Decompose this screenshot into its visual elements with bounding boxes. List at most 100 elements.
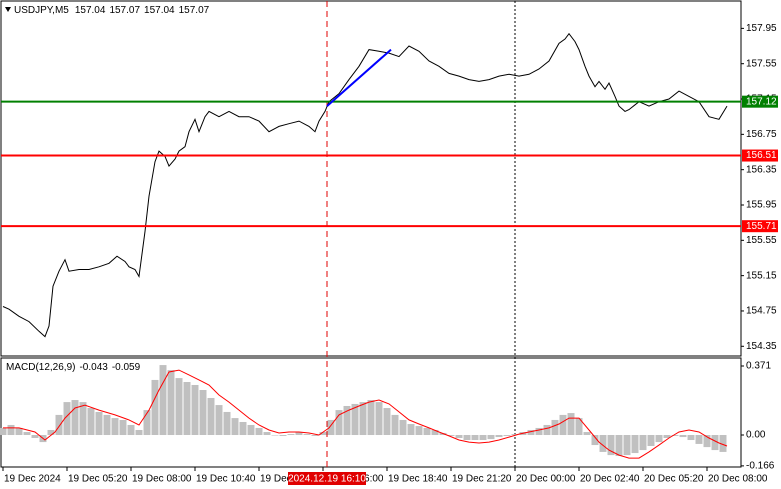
macd-bar [543, 424, 551, 436]
x-tick-label: 19 Dec 21:20 [452, 474, 512, 485]
macd-bar [679, 435, 687, 438]
macd-bar [583, 432, 591, 436]
macd-bar [199, 389, 207, 436]
close: 157.07 [179, 5, 210, 16]
open: 157.04 [75, 5, 106, 16]
y-tick-label: 155.55 [746, 235, 777, 246]
macd-bar [79, 402, 87, 436]
y-tick-label: 157.55 [746, 58, 777, 69]
level-tag [742, 220, 778, 233]
x-tick-label: 19 Dec 05:20 [68, 474, 128, 485]
macd-bar [143, 410, 151, 436]
macd-bar [71, 400, 79, 436]
y-tick-label: 0.00 [746, 430, 766, 441]
level-tag [742, 149, 778, 162]
macd-bar [431, 429, 439, 436]
macd-bar [591, 435, 599, 446]
macd-bar [391, 414, 399, 436]
macd-bar [47, 429, 55, 436]
macd-bar [631, 435, 639, 454]
x-tick-label: 20 Dec 05:20 [644, 474, 704, 485]
y-tick-label: -0.166 [746, 461, 775, 472]
level-tag [742, 95, 778, 108]
macd-bar [239, 421, 247, 436]
macd-bar [255, 427, 263, 436]
x-tick-label: 19 Dec 10:40 [196, 474, 256, 485]
macd-bar [607, 435, 615, 456]
macd-bar [423, 427, 431, 436]
macd-header: MACD(12,26,9) -0.043 -0.059 [6, 362, 141, 373]
macd-bar [55, 414, 63, 436]
y-tick-label: 156.75 [746, 129, 777, 140]
macd-panel [0, 357, 742, 468]
macd-bar [223, 411, 231, 436]
macd-bar [87, 408, 95, 436]
macd-bar [311, 435, 319, 436]
trendline [326, 48, 392, 107]
macd-bar [647, 435, 655, 446]
macd-bar [559, 414, 567, 436]
macd-bar [695, 435, 703, 444]
crosshair-label: 2024.12.19 16:10 [288, 474, 366, 485]
macd-bar [655, 435, 663, 443]
x-tick-label: 20 Dec 02:40 [580, 474, 640, 485]
signal-line [3, 369, 728, 459]
macd-bar [15, 427, 23, 436]
macd-bar [623, 435, 631, 456]
level-label: 156.51 [746, 150, 777, 161]
macd-bar [319, 432, 327, 436]
chart-header: USDJPY,M5 157.04 157.07 157.04 157.07 [14, 5, 210, 16]
macd-bar [119, 419, 127, 436]
macd-bar [183, 381, 191, 436]
main-panel [0, 0, 742, 357]
macd-bar [127, 424, 135, 436]
macd-bar [231, 418, 239, 436]
macd-reading: -0.059 [112, 362, 141, 373]
macd-bar [527, 429, 535, 436]
crosshair-tag [288, 472, 366, 485]
macd-bar [167, 370, 175, 436]
macd-bar [111, 418, 119, 436]
macd-bar [343, 405, 351, 436]
macd-bar [703, 435, 711, 448]
macd-bar [415, 426, 423, 436]
macd-bar [455, 435, 463, 438]
macd-bar [407, 424, 415, 436]
macd-bar [279, 435, 287, 436]
y-tick-label: 155.95 [746, 200, 777, 211]
macd-bar [215, 405, 223, 436]
macd-bar [575, 418, 583, 436]
macd-bar [639, 435, 647, 451]
macd-bar [615, 435, 623, 457]
x-tick-label: 20 Dec 00:00 [516, 474, 576, 485]
macd-bar [463, 435, 471, 441]
macd-bar [367, 400, 375, 436]
macd-bar [487, 435, 495, 440]
y-tick-label: 155.15 [746, 270, 777, 281]
macd-bar [151, 379, 159, 436]
level-label: 155.71 [746, 221, 777, 232]
y-tick-label: 154.35 [746, 341, 777, 352]
y-tick-label: 0.371 [746, 361, 771, 372]
macd-bar [719, 435, 727, 452]
macd-bar [399, 419, 407, 436]
macd-bar [687, 435, 695, 441]
macd-bar [175, 378, 183, 436]
macd-bar [551, 419, 559, 436]
macd-bar [287, 434, 295, 436]
macd-bar [663, 435, 671, 438]
macd-bar [471, 435, 479, 441]
low: 157.04 [144, 5, 175, 16]
macd-bar [103, 414, 111, 436]
macd-reading: -0.043 [79, 362, 108, 373]
macd-bar [247, 424, 255, 436]
x-tick-label: 19 Dec 18:40 [388, 474, 448, 485]
macd-bar [63, 402, 71, 436]
macd-bar [159, 365, 167, 436]
macd-bar [447, 435, 455, 436]
macd-bar [0, 427, 7, 436]
macd-bar [95, 411, 103, 436]
macd-bar [535, 427, 543, 436]
